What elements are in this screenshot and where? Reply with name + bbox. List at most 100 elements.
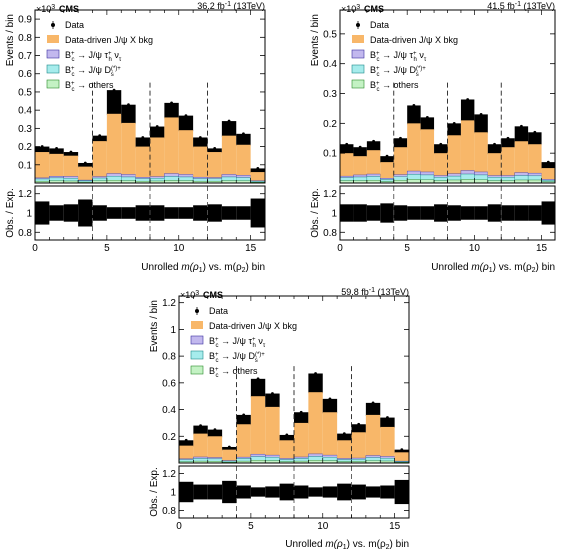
data-uncertainty-band	[250, 378, 266, 398]
data-point	[533, 130, 537, 134]
others-rest: → others	[75, 80, 115, 90]
data-uncertainty-band	[222, 446, 237, 451]
chart-panel-3: 0.2 0.4 0.6 0.8 1 1.2 ×103 CMS 59.8 fb-1 (13TeV)…	[149, 287, 410, 551]
tau-rest: → J/ψ τ	[75, 50, 109, 60]
tau-bar	[236, 456, 252, 459]
xlabel-m1: m(ρ	[181, 262, 199, 273]
data-point	[466, 98, 470, 101]
bkg-bar	[353, 156, 367, 175]
ds-bar	[250, 456, 266, 461]
chart-panel-1: 0.1 0.2 0.3 0.4 0.5 0.6 0.7 0.8 0.9 ×103 CMS 36.2 f…	[5, 1, 266, 274]
ratio-panel: 0.8 1 1.2 0 5 10 15 Obs. / Exp.	[310, 185, 556, 254]
data-uncertainty-band	[514, 126, 529, 143]
exponent-base: ×10	[180, 290, 195, 300]
ds-bar	[207, 178, 223, 182]
ratio-band	[514, 205, 529, 221]
ratio-band	[528, 205, 542, 221]
ds-bar	[135, 178, 151, 182]
bkg-bar	[393, 147, 408, 175]
ds-b: B	[209, 351, 215, 361]
y-axis-label: Events / bin	[149, 300, 160, 352]
data-point	[452, 121, 456, 125]
xlabel-pre: Unrolled	[141, 262, 181, 273]
exponent-power: 3	[356, 4, 360, 11]
ratio-band	[265, 486, 280, 498]
lumi-value: 41.5 fb	[487, 1, 515, 11]
data-point	[69, 150, 73, 154]
ratio-band	[447, 205, 461, 221]
xlabel-m1: m(ρ	[325, 539, 343, 550]
ratio-band	[207, 204, 222, 222]
data-point	[184, 114, 188, 118]
ratio-band	[193, 205, 208, 221]
ds-bar	[63, 178, 79, 182]
data-point	[546, 160, 550, 164]
bkg-bar	[420, 129, 435, 172]
data-uncertainty-band	[447, 123, 461, 137]
ratio-band	[63, 204, 79, 222]
data-point	[199, 424, 202, 427]
tau-bar	[365, 455, 381, 458]
tau-nu: ν	[417, 50, 425, 60]
bkg-bar	[340, 153, 354, 177]
data-uncertainty-band	[150, 126, 165, 139]
y-tick-label: 0.7	[18, 51, 32, 62]
legend-tau-label: B+ c → J/ψ τ+ h ντ	[370, 50, 427, 63]
data-point	[399, 136, 402, 140]
ratio-band	[366, 205, 381, 221]
tau-bar	[366, 173, 381, 177]
data-uncertainty-band	[63, 152, 79, 157]
bkg-bar	[135, 146, 150, 178]
ds-bar	[322, 457, 338, 461]
ds-b: B	[65, 65, 71, 75]
bkg-bar	[49, 153, 64, 177]
ds-bar	[527, 175, 542, 181]
x-axis-label: Unrolled m(ρ1) vs. m(ρ2) bin	[141, 262, 265, 274]
tau-bar	[501, 175, 515, 178]
bkg-bar	[447, 135, 461, 174]
ratio-band	[407, 206, 421, 220]
ds-sub2: s	[416, 72, 419, 78]
ds-bar	[474, 174, 489, 180]
others-bar	[460, 179, 475, 184]
data-point	[345, 142, 349, 146]
ds-bar	[353, 176, 368, 181]
x-tick-label: 15	[536, 243, 548, 254]
tau-nu: ν	[256, 336, 264, 346]
legend-tau-swatch	[46, 49, 60, 59]
tau-rest: → J/ψ τ	[219, 336, 253, 346]
data-point	[372, 139, 375, 143]
ds-sup: +	[376, 66, 380, 72]
data-point	[155, 125, 159, 128]
data-point	[213, 428, 217, 431]
data-point	[371, 401, 375, 405]
data-point	[55, 147, 58, 150]
data-uncertainty-band	[365, 402, 381, 416]
y-tick-label: 0.8	[162, 352, 176, 363]
y-tick-label: 0.2	[323, 119, 337, 130]
ds-sub: c	[72, 72, 75, 78]
ds-bar	[178, 176, 194, 181]
tau-bar	[207, 457, 223, 460]
bkg-bar	[294, 422, 309, 457]
legend-bkg-label: Data-driven J/ψ X bkg	[65, 35, 153, 45]
tau-bar	[474, 171, 489, 176]
x-tick-label: 10	[173, 243, 185, 254]
cms-label: CMS	[203, 290, 223, 300]
bkg-bar	[460, 120, 475, 171]
tau-bar	[339, 175, 354, 178]
ratio-y-tick-label: 1	[170, 488, 176, 499]
y-tick-label: 0.3	[18, 124, 32, 135]
data-point	[83, 161, 87, 165]
x-tick-label: 10	[317, 521, 329, 532]
ds-bar	[121, 176, 136, 181]
lumi-energy: (13TeV)	[375, 287, 409, 297]
tau-sub2: h	[253, 343, 256, 349]
xlabel-pre: Unrolled	[285, 539, 325, 550]
ratio-band	[250, 198, 265, 228]
ds-bar	[221, 176, 237, 181]
y-tick-label: 0.4	[162, 405, 176, 416]
ds-bar	[279, 459, 295, 462]
data-point	[227, 119, 231, 123]
